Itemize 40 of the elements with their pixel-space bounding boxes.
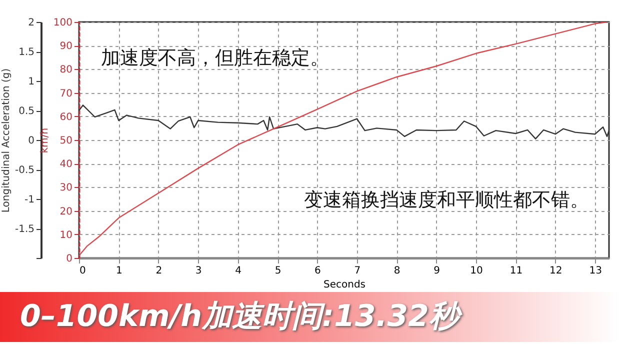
x-tick-label: 5 (274, 266, 282, 276)
x-axis-title: Seconds (323, 280, 366, 290)
y-tick-label: 0.5 (18, 106, 34, 117)
y2-tick-label: 30 (60, 182, 72, 194)
y-axis-title: Longitudinal Acceleration (g) (0, 68, 12, 213)
x-tick-label: 11 (510, 266, 523, 276)
y2-tick-label: 10 (60, 230, 72, 241)
y2-tick-label: 0 (66, 254, 72, 264)
x-tick-label: 2 (156, 266, 162, 276)
y-tick-label: 1 (28, 76, 34, 88)
text: 0–100km/h加速时间:13.32秒 (0, 292, 620, 342)
y2-tick-label: 50 (60, 136, 72, 146)
y2-tick-label: 90 (60, 41, 72, 52)
y2-tick-label: 40 (60, 159, 72, 170)
x-tick-label: 6 (314, 266, 321, 276)
y-tick-label: 1.5 (18, 47, 34, 58)
x-tick-label: 4 (235, 266, 242, 276)
y2-tick-label: 70 (60, 88, 72, 100)
x-tick-label: 9 (434, 266, 440, 276)
annotation: 加速度不高，但胜在稳定。 (101, 47, 329, 69)
y2-tick-label: 80 (60, 64, 72, 76)
annotation: 变速箱换挡速度和平顺性都不错。 (304, 189, 589, 211)
y2-axis-title: km/h (39, 128, 50, 154)
x-tick-label: 13 (589, 266, 602, 276)
y2-tick-label: 20 (60, 206, 72, 218)
y2-tick-label: 100 (53, 18, 72, 28)
x-tick-label: 3 (195, 266, 202, 276)
y-tick-label: 2 (28, 18, 34, 28)
y-tick-label: 0 (28, 136, 34, 146)
y2-tick-label: 60 (60, 112, 72, 123)
y-tick-label: -0.5 (14, 165, 34, 176)
x-tick-label: 12 (550, 266, 562, 276)
x-tick-label: 1 (116, 266, 122, 276)
y-tick-label: -1.5 (14, 224, 34, 235)
line-series (79, 22, 608, 256)
x-tick-label: 8 (394, 266, 400, 276)
x-tick-label: 10 (470, 266, 483, 276)
y-tick-label: -1 (24, 194, 34, 206)
x-tick-label: 7 (354, 266, 361, 276)
x-tick-label: 0 (80, 266, 86, 276)
